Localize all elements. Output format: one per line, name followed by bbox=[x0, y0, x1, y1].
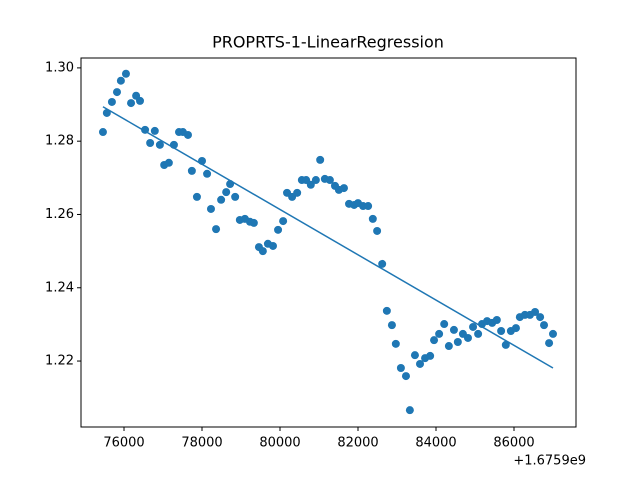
x-tick-label: 82000 bbox=[337, 436, 378, 451]
point bbox=[378, 259, 387, 268]
point bbox=[440, 320, 449, 329]
y-tick-label: 1.22 bbox=[45, 354, 74, 369]
point bbox=[416, 359, 425, 368]
point bbox=[545, 339, 554, 348]
y-tick-label: 1.28 bbox=[45, 134, 74, 149]
point bbox=[203, 169, 212, 178]
y-tick-label: 1.26 bbox=[45, 207, 74, 222]
axes-frame bbox=[80, 57, 577, 428]
point bbox=[150, 126, 159, 135]
chart-title: PROPRTS-1-LinearRegression bbox=[212, 33, 444, 52]
point bbox=[325, 176, 334, 185]
point bbox=[121, 69, 130, 78]
point bbox=[540, 321, 549, 330]
point bbox=[98, 128, 107, 137]
point bbox=[274, 225, 283, 234]
point bbox=[107, 97, 116, 106]
point bbox=[474, 329, 483, 338]
point bbox=[316, 155, 325, 164]
fit-line bbox=[102, 106, 554, 369]
x-tick-label: 86000 bbox=[493, 436, 534, 451]
x-tick-label: 84000 bbox=[415, 436, 456, 451]
point bbox=[112, 88, 121, 97]
point bbox=[146, 139, 155, 148]
point bbox=[206, 204, 215, 213]
point bbox=[469, 322, 478, 331]
point bbox=[430, 336, 439, 345]
point bbox=[155, 140, 164, 149]
x-tick-label: 76000 bbox=[103, 436, 144, 451]
point bbox=[293, 188, 302, 197]
point bbox=[396, 364, 405, 373]
point bbox=[501, 340, 510, 349]
point bbox=[536, 313, 545, 322]
point bbox=[492, 316, 501, 325]
y-tick-label: 1.30 bbox=[45, 60, 74, 75]
point bbox=[249, 218, 258, 227]
point bbox=[387, 321, 396, 330]
x-tick-label: 78000 bbox=[181, 436, 222, 451]
point bbox=[511, 324, 520, 333]
point bbox=[531, 307, 540, 316]
point bbox=[311, 176, 320, 185]
point bbox=[127, 99, 136, 108]
point bbox=[192, 192, 201, 201]
y-tick-label: 1.24 bbox=[45, 280, 74, 295]
point bbox=[435, 329, 444, 338]
point bbox=[426, 351, 435, 360]
point bbox=[382, 306, 391, 315]
point bbox=[116, 76, 125, 85]
point bbox=[183, 130, 192, 139]
point bbox=[449, 325, 458, 334]
point bbox=[306, 180, 315, 189]
point bbox=[136, 96, 145, 105]
point bbox=[548, 329, 557, 338]
point bbox=[212, 225, 221, 234]
point bbox=[410, 351, 419, 360]
point bbox=[231, 192, 240, 201]
point bbox=[164, 158, 173, 167]
point bbox=[497, 326, 506, 335]
point bbox=[279, 217, 288, 226]
point bbox=[368, 214, 377, 223]
point bbox=[364, 202, 373, 211]
point bbox=[405, 406, 414, 415]
point bbox=[463, 333, 472, 342]
point bbox=[373, 226, 382, 235]
point bbox=[453, 337, 462, 346]
point bbox=[444, 342, 453, 351]
point bbox=[222, 188, 231, 197]
point bbox=[401, 372, 410, 381]
point bbox=[268, 241, 277, 250]
point bbox=[258, 247, 267, 256]
x-tick-label: 80000 bbox=[259, 436, 300, 451]
point bbox=[339, 184, 348, 193]
point bbox=[217, 195, 226, 204]
x-offset-label: +1.6759e9 bbox=[513, 454, 586, 469]
point bbox=[187, 166, 196, 175]
point bbox=[391, 339, 400, 348]
